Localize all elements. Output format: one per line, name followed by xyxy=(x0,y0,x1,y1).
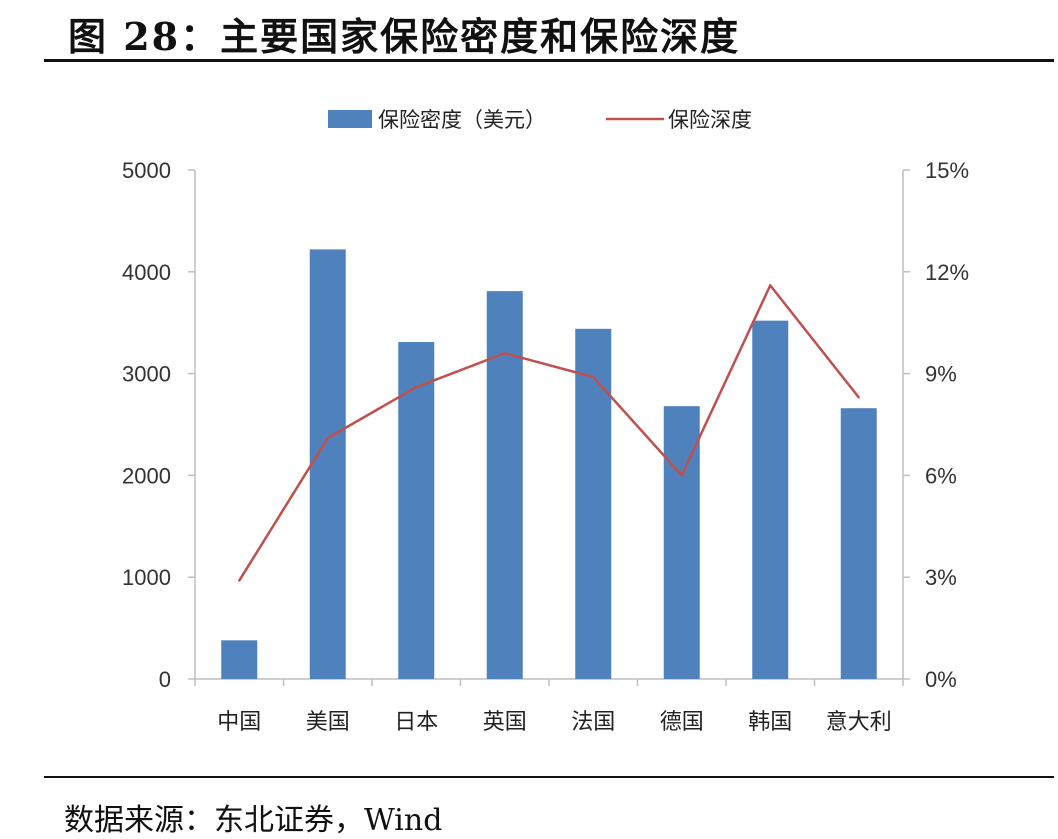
right-tick-label: 12% xyxy=(925,260,969,285)
line-point xyxy=(769,284,772,287)
bar xyxy=(398,342,435,679)
axes: 0 1000 2000 3000 4000 5000 0% 3% 6% 9% 12% 15% xyxy=(122,158,969,692)
right-tick-label: 6% xyxy=(925,463,957,488)
title-rule xyxy=(44,59,1054,62)
bar xyxy=(575,328,612,679)
bar xyxy=(221,640,258,679)
legend: 保险密度（美元） 保险深度 xyxy=(328,108,752,132)
category-labels: 中国 美国 日本 英国 法国 德国 韩国 意大利 xyxy=(217,710,892,735)
category-label: 英国 xyxy=(483,710,527,735)
source-rule xyxy=(44,776,1054,778)
category-label: 德国 xyxy=(660,710,704,735)
bar-series xyxy=(221,249,877,680)
legend-label-line: 保险深度 xyxy=(668,108,752,132)
left-tick-label: 3000 xyxy=(122,362,171,387)
category-label: 韩国 xyxy=(748,710,792,735)
line-point xyxy=(238,579,241,582)
line-point xyxy=(680,474,683,477)
line-point xyxy=(415,385,418,389)
line-point xyxy=(326,436,329,440)
left-tick-label: 1000 xyxy=(122,565,171,590)
category-label: 日本 xyxy=(394,710,438,735)
figure-title: 图 28：主要国家保险密度和保险深度 xyxy=(68,14,741,59)
category-label: 美国 xyxy=(306,710,350,735)
bar xyxy=(752,320,789,679)
left-tick-label: 5000 xyxy=(122,158,171,183)
legend-label-bar: 保险密度（美元） xyxy=(378,108,546,132)
right-tick-label: 3% xyxy=(925,565,957,590)
line-point xyxy=(503,352,506,355)
bar xyxy=(840,408,877,679)
left-tick-label: 4000 xyxy=(122,260,171,285)
source-note: 数据来源：东北证券，Wind xyxy=(64,803,443,838)
bar xyxy=(486,291,523,679)
right-tick-label: 15% xyxy=(925,158,969,183)
depth-line xyxy=(238,284,860,582)
legend-swatch-bar xyxy=(328,110,372,128)
line-series xyxy=(238,284,860,582)
left-tick-label: 0 xyxy=(159,667,171,692)
line-point xyxy=(592,375,595,379)
bar xyxy=(309,249,346,680)
category-label: 法国 xyxy=(571,710,615,735)
right-tick-label: 0% xyxy=(925,667,957,692)
left-tick-label: 2000 xyxy=(122,463,171,488)
category-label: 意大利 xyxy=(826,710,892,735)
line-point xyxy=(857,396,860,399)
category-label: 中国 xyxy=(217,710,261,735)
right-tick-label: 9% xyxy=(925,362,957,387)
